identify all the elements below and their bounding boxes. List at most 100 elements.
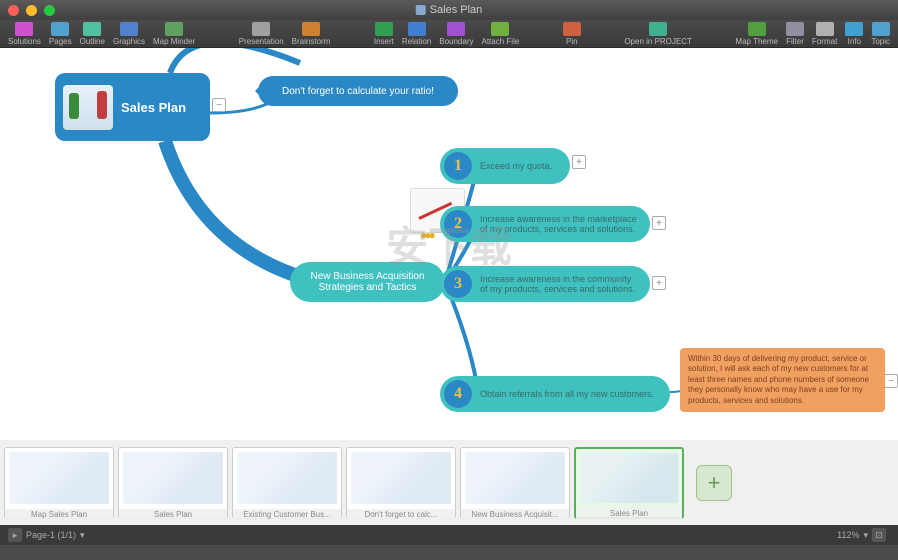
expand-button[interactable]: −: [884, 374, 898, 388]
statusbar: ▸ Page-1 (1/1) ▾ 112% ▾ ⊡: [0, 525, 898, 545]
toolbar-map-minder[interactable]: Map Minder: [149, 22, 199, 46]
callout-node[interactable]: Don't forget to calculate your ratio!: [258, 76, 458, 106]
toolbar-info[interactable]: Info: [841, 22, 867, 46]
toolbar-map-theme[interactable]: Map Theme: [731, 22, 782, 46]
note-box[interactable]: Within 30 days of delivering my product,…: [680, 348, 885, 412]
solutions-icon: [15, 22, 33, 36]
toolbar: Solutions Pages Outline Graphics Map Minder P…: [0, 20, 898, 48]
toolbar-label: Topic: [871, 37, 890, 46]
goal-text: Increase awareness in the marketplace of…: [480, 214, 640, 234]
thumbnail-label: Sales Plan: [119, 509, 227, 520]
thumbnail-2[interactable]: Sales Plan: [118, 447, 228, 519]
toolbar-filter[interactable]: Filter: [782, 22, 808, 46]
thumbnail-preview: [465, 452, 565, 504]
toolbar-pages[interactable]: Pages: [45, 22, 76, 46]
minimize-window-button[interactable]: [26, 5, 37, 16]
toolbar-topic[interactable]: Topic: [867, 22, 894, 46]
presentation-icon: [252, 22, 270, 36]
zoom-dropdown-icon[interactable]: ▾: [863, 530, 868, 541]
toolbar-graphics[interactable]: Graphics: [109, 22, 149, 46]
fit-view-button[interactable]: ⊡: [872, 528, 886, 542]
toolbar-label: Relation: [402, 37, 431, 46]
goal-number-icon: 3: [444, 270, 472, 298]
thumbnail-preview: [237, 452, 337, 504]
toolbar-brainstorm[interactable]: Brainstorm: [288, 22, 335, 46]
page-indicator[interactable]: Page-1 (1/1): [26, 530, 76, 540]
thumbnail-label: Don't forget to calc...: [347, 509, 455, 520]
zoom-level[interactable]: 112%: [837, 530, 859, 540]
toolbar-label: Map Theme: [735, 37, 778, 46]
graphics-icon: [120, 22, 138, 36]
goal-node-4[interactable]: 4Obtain referrals from all my new custom…: [440, 376, 670, 412]
title-text: Sales Plan: [430, 4, 483, 16]
titlebar: Sales Plan: [0, 0, 898, 20]
boundary-icon: [447, 22, 465, 36]
goal-text: Increase awareness in the community of m…: [480, 274, 640, 294]
add-page-button[interactable]: +: [696, 465, 732, 501]
toolbar-label: Outline: [80, 37, 105, 46]
toolbar-format[interactable]: Format: [808, 22, 841, 46]
window-title: Sales Plan: [416, 4, 483, 16]
map-minder-icon: [165, 22, 183, 36]
toolbar-label: Attach File: [482, 37, 520, 46]
format-icon: [816, 22, 834, 36]
thumbnail-label: New Business Acquisit...: [461, 509, 569, 520]
toolbar-attach-file[interactable]: Attach File: [478, 22, 524, 46]
toolbar-solutions[interactable]: Solutions: [4, 22, 45, 46]
toolbar-label: Filter: [786, 37, 804, 46]
topic-icon: [872, 22, 890, 36]
goal-node-3[interactable]: 3 Increase awareness in the community of …: [440, 266, 650, 302]
thumbnail-label: Existing Customer Bus...: [233, 509, 341, 520]
page-dropdown-icon[interactable]: ▾: [80, 530, 85, 541]
expand-button[interactable]: +: [652, 276, 666, 290]
callout-text: Don't forget to calculate your ratio!: [282, 86, 434, 97]
goal-number-icon: 2: [444, 210, 472, 238]
thumbnail-label: Sales Plan: [576, 508, 682, 519]
toolbar-label: Pages: [49, 37, 72, 46]
collapse-panel-button[interactable]: ▸: [8, 528, 22, 542]
thumbnail-1[interactable]: Map Sales Plan: [4, 447, 114, 519]
toolbar-outline[interactable]: Outline: [76, 22, 109, 46]
open-in-project-icon: [649, 22, 667, 36]
relation-icon: [408, 22, 426, 36]
toolbar-pin[interactable]: Pin: [559, 22, 585, 46]
expand-button[interactable]: +: [572, 155, 586, 169]
toolbar-label: Graphics: [113, 37, 145, 46]
insert-icon: [375, 22, 393, 36]
info-icon: [845, 22, 863, 36]
goal-text: Exceed my quota.: [480, 161, 552, 171]
thumbnail-3[interactable]: Existing Customer Bus...: [232, 447, 342, 519]
thumbnail-preview: [580, 453, 678, 503]
thumbnail-label: Map Sales Plan: [5, 509, 113, 520]
thumbnail-strip: Map Sales Plan Sales Plan Existing Custome…: [0, 440, 898, 525]
goal-node-2[interactable]: 2 Increase awareness in the marketplace o…: [440, 206, 650, 242]
toolbar-presentation[interactable]: Presentation: [235, 22, 288, 46]
pages-icon: [51, 22, 69, 36]
toolbar-label: Pin: [566, 37, 578, 46]
thumbnail-5[interactable]: New Business Acquisit...: [460, 447, 570, 519]
close-window-button[interactable]: [8, 5, 19, 16]
toolbar-label: Map Minder: [153, 37, 195, 46]
toolbar-insert[interactable]: Insert: [370, 22, 398, 46]
toolbar-relation[interactable]: Relation: [398, 22, 435, 46]
thumbnail-6[interactable]: Sales Plan: [574, 447, 684, 519]
business-node[interactable]: New Business Acquisition Strategies and …: [290, 262, 445, 302]
goal-node-1[interactable]: 1 Exceed my quota.: [440, 148, 570, 184]
root-node[interactable]: Sales Plan: [55, 73, 210, 141]
expand-button[interactable]: −: [212, 98, 226, 112]
document-icon: [416, 5, 426, 15]
toolbar-label: Boundary: [439, 37, 473, 46]
goal-number-icon: 1: [444, 152, 472, 180]
root-label: Sales Plan: [121, 100, 186, 115]
thumbnail-4[interactable]: Don't forget to calc...: [346, 447, 456, 519]
attach-file-icon: [491, 22, 509, 36]
zoom-window-button[interactable]: [44, 5, 55, 16]
expand-button[interactable]: +: [652, 216, 666, 230]
goal-text: Obtain referrals from all my new custome…: [480, 389, 654, 399]
business-label: New Business Acquisition Strategies and …: [300, 271, 435, 293]
toolbar-label: Solutions: [8, 37, 41, 46]
zoom-controls: 112% ▾ ⊡: [837, 528, 890, 542]
mindmap-canvas[interactable]: Sales Plan − Don't forget to calculate y…: [0, 48, 898, 440]
toolbar-open-in-project[interactable]: Open in PROJECT: [620, 22, 696, 46]
toolbar-boundary[interactable]: Boundary: [435, 22, 477, 46]
